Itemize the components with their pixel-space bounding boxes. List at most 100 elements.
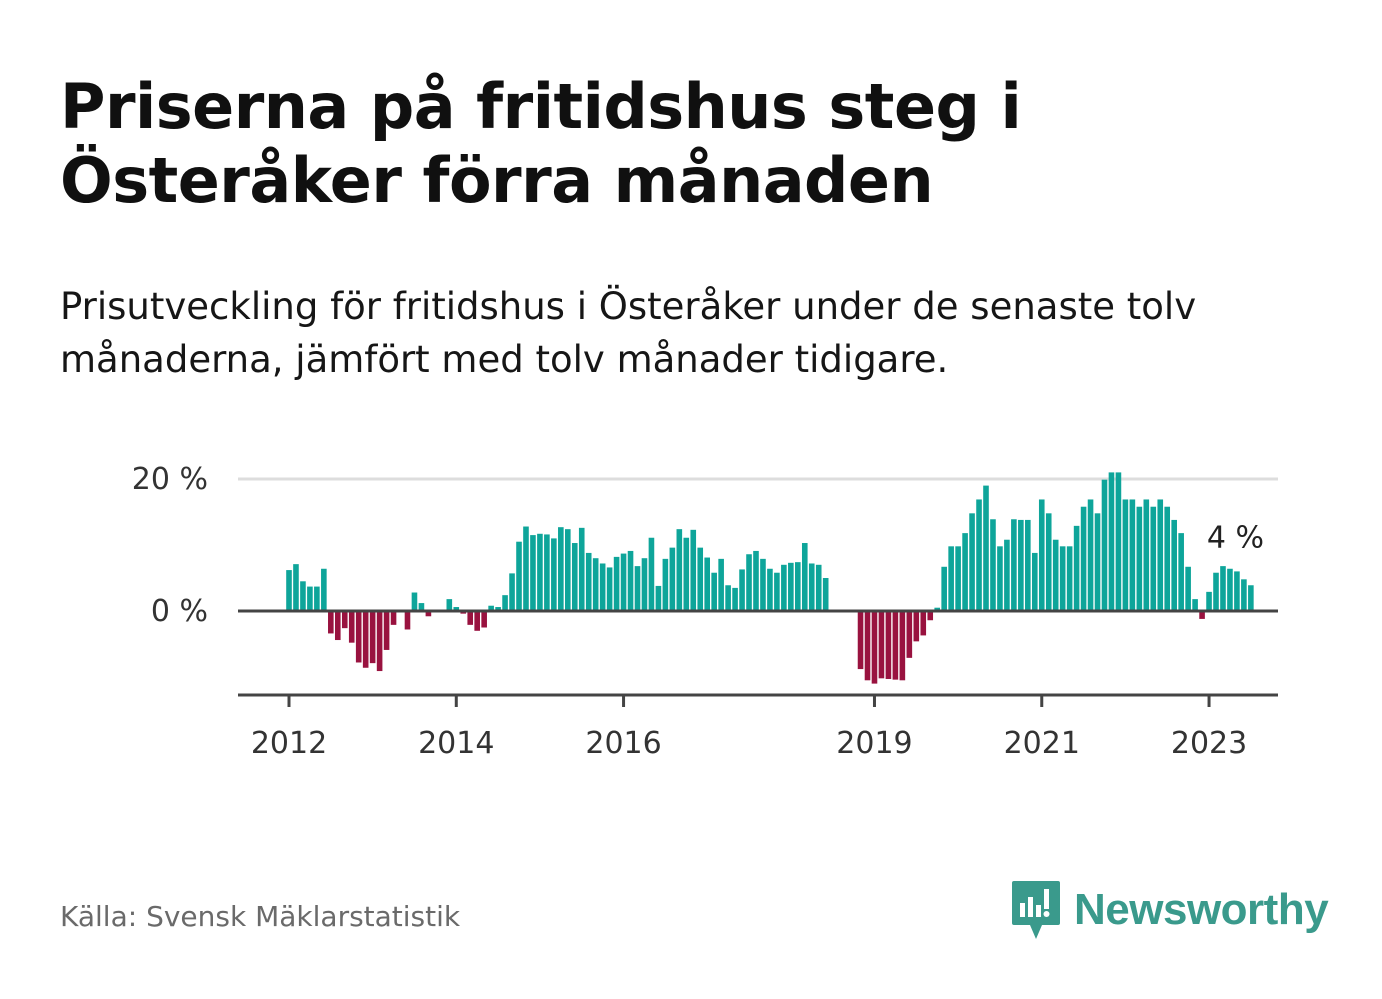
bar[interactable] — [558, 527, 564, 611]
bar[interactable] — [676, 529, 683, 611]
bar[interactable] — [341, 611, 348, 629]
bar[interactable] — [1220, 566, 1226, 611]
bar[interactable] — [404, 611, 411, 630]
bar[interactable] — [334, 611, 341, 641]
bar[interactable] — [571, 543, 578, 611]
bar[interactable] — [1157, 499, 1164, 611]
bar[interactable] — [1213, 572, 1219, 611]
bar[interactable] — [718, 558, 724, 611]
bar[interactable] — [990, 519, 996, 611]
bar[interactable] — [1108, 472, 1115, 611]
bar[interactable] — [746, 554, 752, 611]
bar[interactable] — [725, 585, 731, 611]
bar[interactable] — [732, 587, 738, 611]
bar[interactable] — [516, 541, 522, 611]
bar[interactable] — [1241, 579, 1247, 611]
bar[interactable] — [753, 550, 759, 611]
bar[interactable] — [690, 529, 697, 611]
bar[interactable] — [551, 538, 557, 611]
bar[interactable] — [1178, 533, 1184, 611]
bar[interactable] — [1073, 525, 1080, 611]
bar[interactable] — [1122, 499, 1129, 611]
bar[interactable] — [857, 611, 864, 670]
bar[interactable] — [662, 558, 669, 611]
bar[interactable] — [1031, 552, 1038, 611]
bar[interactable] — [425, 611, 432, 617]
bar[interactable] — [1011, 519, 1017, 611]
bar[interactable] — [962, 533, 968, 611]
bar[interactable] — [369, 611, 376, 664]
bar[interactable] — [300, 581, 306, 611]
bar[interactable] — [1115, 472, 1122, 611]
bar[interactable] — [934, 607, 941, 611]
bar[interactable] — [293, 564, 299, 611]
bar[interactable] — [314, 586, 320, 611]
bar[interactable] — [948, 546, 954, 611]
bar[interactable] — [620, 553, 627, 611]
bar[interactable] — [641, 558, 648, 611]
bar[interactable] — [1192, 599, 1198, 611]
bar[interactable] — [808, 563, 815, 611]
bar[interactable] — [453, 607, 460, 611]
bar[interactable] — [1143, 499, 1150, 611]
bar[interactable] — [467, 611, 474, 625]
bar[interactable] — [892, 611, 899, 680]
bar[interactable] — [878, 611, 885, 679]
bar[interactable] — [1059, 546, 1066, 611]
bar[interactable] — [488, 605, 494, 611]
bar[interactable] — [815, 564, 822, 611]
bar[interactable] — [801, 543, 808, 611]
bar[interactable] — [983, 485, 989, 611]
bar[interactable] — [481, 611, 487, 628]
bar[interactable] — [1052, 539, 1059, 611]
bar[interactable] — [599, 563, 606, 611]
bar[interactable] — [955, 546, 961, 611]
bar[interactable] — [495, 607, 501, 611]
bar[interactable] — [390, 611, 397, 625]
bar[interactable] — [1045, 513, 1052, 611]
bar[interactable] — [920, 611, 927, 636]
bar[interactable] — [906, 611, 913, 658]
bar[interactable] — [585, 552, 592, 611]
bar[interactable] — [697, 547, 704, 611]
bar[interactable] — [1101, 479, 1108, 611]
bar[interactable] — [704, 557, 710, 611]
bar[interactable] — [1129, 499, 1136, 611]
bar[interactable] — [1087, 499, 1094, 611]
bar[interactable] — [1136, 506, 1143, 611]
bar[interactable] — [1094, 513, 1101, 611]
bar[interactable] — [1004, 539, 1010, 611]
bar[interactable] — [864, 611, 871, 681]
bar[interactable] — [376, 611, 383, 672]
bar[interactable] — [530, 535, 536, 611]
bar[interactable] — [1248, 585, 1254, 611]
bar[interactable] — [328, 611, 334, 634]
bar[interactable] — [606, 567, 613, 611]
bar[interactable] — [1080, 506, 1087, 611]
bar[interactable] — [613, 556, 620, 611]
brand-logo[interactable]: Newsworthy — [1010, 878, 1329, 942]
bar[interactable] — [788, 562, 794, 611]
bar[interactable] — [1018, 519, 1024, 611]
bar[interactable] — [913, 611, 920, 642]
bar[interactable] — [1025, 519, 1031, 611]
bar[interactable] — [899, 611, 906, 681]
bar[interactable] — [509, 573, 515, 611]
bar[interactable] — [1150, 506, 1157, 611]
bar[interactable] — [885, 611, 892, 679]
bar[interactable] — [739, 569, 745, 611]
bar[interactable] — [822, 578, 829, 611]
bar[interactable] — [760, 558, 766, 611]
bar[interactable] — [418, 603, 425, 611]
bar[interactable] — [523, 526, 529, 611]
bar[interactable] — [1164, 506, 1171, 611]
bar[interactable] — [1206, 591, 1212, 611]
bar[interactable] — [655, 585, 662, 611]
bar[interactable] — [941, 566, 947, 611]
bar[interactable] — [969, 513, 975, 611]
bar[interactable] — [1038, 499, 1045, 611]
bar[interactable] — [1234, 571, 1240, 611]
bar[interactable] — [321, 568, 327, 611]
bar[interactable] — [355, 611, 362, 663]
bar[interactable] — [362, 611, 369, 668]
